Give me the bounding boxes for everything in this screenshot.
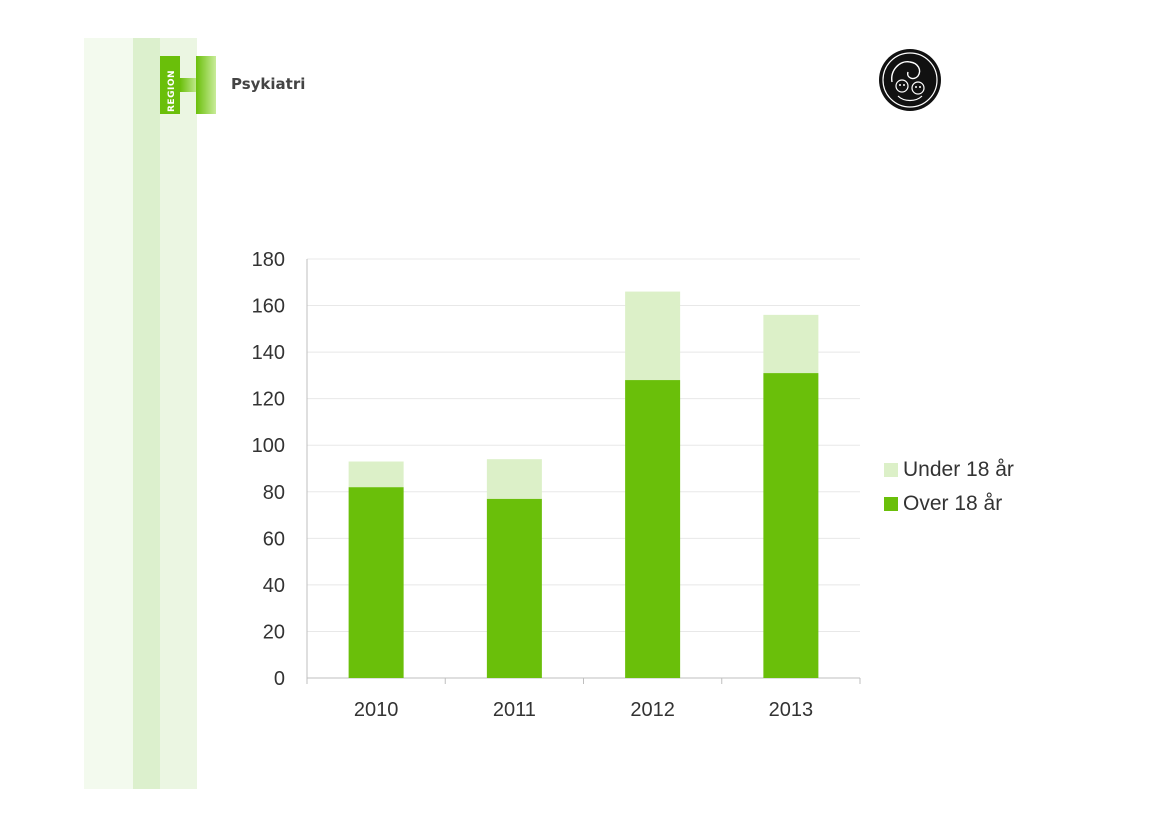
y-tick-label-80: 80 (263, 482, 285, 504)
legend-swatch-over (884, 497, 898, 511)
legend-label-under: Under 18 år (903, 458, 1014, 481)
legend-item-over: Over 18 år (884, 487, 1014, 521)
bar-under-2012 (625, 291, 681, 381)
bar-over-2011 (486, 498, 542, 678)
side-band-mid (133, 38, 160, 789)
y-tick-label-20: 20 (263, 621, 285, 643)
x-tick-label-2012: 2012 (630, 699, 675, 721)
bar-under-2011 (486, 459, 542, 499)
circular-emblem-icon (879, 49, 941, 111)
bar-over-2012 (625, 380, 681, 678)
y-tick-label-60: 60 (263, 528, 285, 550)
side-band-pale (160, 38, 197, 789)
y-tick-label-160: 160 (252, 296, 285, 318)
brand-title: Psykiatri (231, 75, 306, 93)
legend-label-over: Over 18 år (903, 492, 1003, 515)
region-h-logo-icon (160, 56, 216, 114)
x-tick-label-2010: 2010 (354, 699, 399, 721)
y-tick-label-0: 0 (274, 668, 285, 690)
y-tick-label-40: 40 (263, 575, 285, 597)
legend-item-under: Under 18 år (884, 453, 1014, 487)
side-band-light (84, 38, 133, 789)
x-tick-label-2013: 2013 (769, 699, 814, 721)
legend-swatch-under (884, 463, 898, 477)
chart-legend: Under 18 år Over 18 år (884, 453, 1014, 521)
y-tick-label-140: 140 (252, 342, 285, 364)
x-tick-label-2011: 2011 (493, 699, 536, 721)
bar-under-2013 (763, 314, 819, 374)
bar-over-2010 (348, 487, 404, 678)
bar-over-2013 (763, 373, 819, 678)
y-tick-label-120: 120 (252, 389, 285, 411)
y-tick-label-180: 180 (252, 249, 285, 271)
bar-under-2010 (348, 461, 404, 488)
y-tick-label-100: 100 (252, 435, 285, 457)
